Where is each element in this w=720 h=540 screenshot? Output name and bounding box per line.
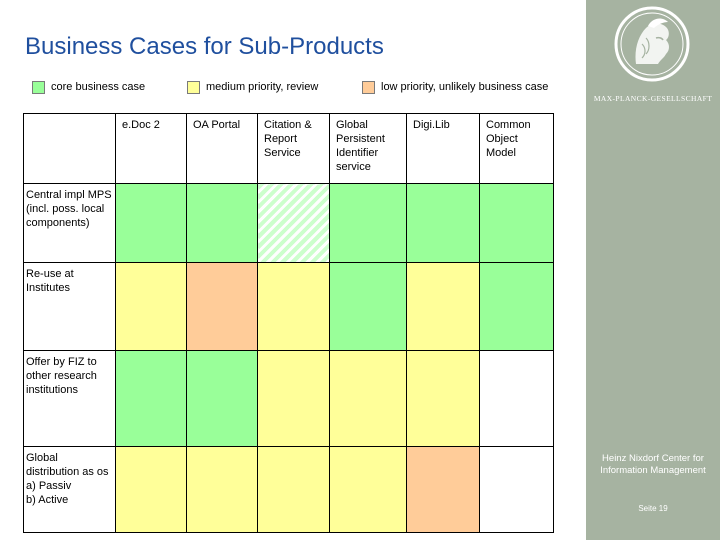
column-header: OA Portal <box>186 113 258 184</box>
matrix-cell <box>257 446 330 533</box>
legend-label: low priority, unlikely business case <box>381 81 549 93</box>
legend-swatch-yellow <box>187 81 200 94</box>
matrix-cell <box>115 183 187 263</box>
matrix-cell <box>479 262 554 351</box>
matrix-row: Re-use at Institutes <box>23 262 554 351</box>
page-title: Business Cases for Sub-Products <box>25 33 384 60</box>
corner-cell <box>23 113 116 184</box>
matrix-cell <box>115 446 187 533</box>
business-case-matrix: e.Doc 2 OA Portal Citation & Report Serv… <box>23 113 554 533</box>
matrix-row: Central impl MPS (incl. poss. local comp… <box>23 183 554 263</box>
center-name: Heinz Nixdorf Center for Information Man… <box>600 453 706 476</box>
matrix-cell <box>257 262 330 351</box>
matrix-cell <box>186 183 258 263</box>
matrix-cell <box>406 446 480 533</box>
matrix-cell <box>329 446 407 533</box>
matrix-cell <box>186 350 258 447</box>
matrix-cell <box>257 183 330 263</box>
matrix-cell <box>329 262 407 351</box>
matrix-cell <box>329 350 407 447</box>
legend-swatch-orange <box>362 81 375 94</box>
matrix-cell <box>115 350 187 447</box>
column-header: e.Doc 2 <box>115 113 187 184</box>
page-number: Seite 19 <box>638 504 668 513</box>
matrix-cell <box>479 446 554 533</box>
matrix-cell <box>406 350 480 447</box>
minerva-seal-icon <box>614 6 690 82</box>
matrix-cell <box>186 446 258 533</box>
matrix-cell <box>186 262 258 351</box>
legend-label: medium priority, review <box>206 81 319 93</box>
matrix-cell <box>406 183 480 263</box>
matrix-cell <box>257 350 330 447</box>
legend-swatch-green <box>32 81 45 94</box>
matrix-row: Offer by FIZ to other research instituti… <box>23 350 554 447</box>
matrix-cell <box>115 262 187 351</box>
branding-band <box>586 0 720 540</box>
header-row: e.Doc 2 OA Portal Citation & Report Serv… <box>23 113 554 184</box>
matrix-cell <box>479 350 554 447</box>
row-header: Central impl MPS (incl. poss. local comp… <box>23 183 116 263</box>
column-header: Digi.Lib <box>406 113 480 184</box>
column-header: Global Persistent Identifier service <box>329 113 407 184</box>
matrix-cell <box>479 183 554 263</box>
row-header: Global distribution as os a) Passiv b) A… <box>23 446 116 533</box>
column-header: Common Object Model <box>479 113 554 184</box>
matrix-row: Global distribution as os a) Passiv b) A… <box>23 446 554 533</box>
logo-text: MAX-PLANCK-GESELLSCHAFT <box>593 94 713 103</box>
column-header: Citation & Report Service <box>257 113 330 184</box>
matrix-cell <box>406 262 480 351</box>
legend-label: core business case <box>51 81 146 93</box>
matrix-cell <box>329 183 407 263</box>
row-header: Re-use at Institutes <box>23 262 116 351</box>
row-header: Offer by FIZ to other research instituti… <box>23 350 116 447</box>
